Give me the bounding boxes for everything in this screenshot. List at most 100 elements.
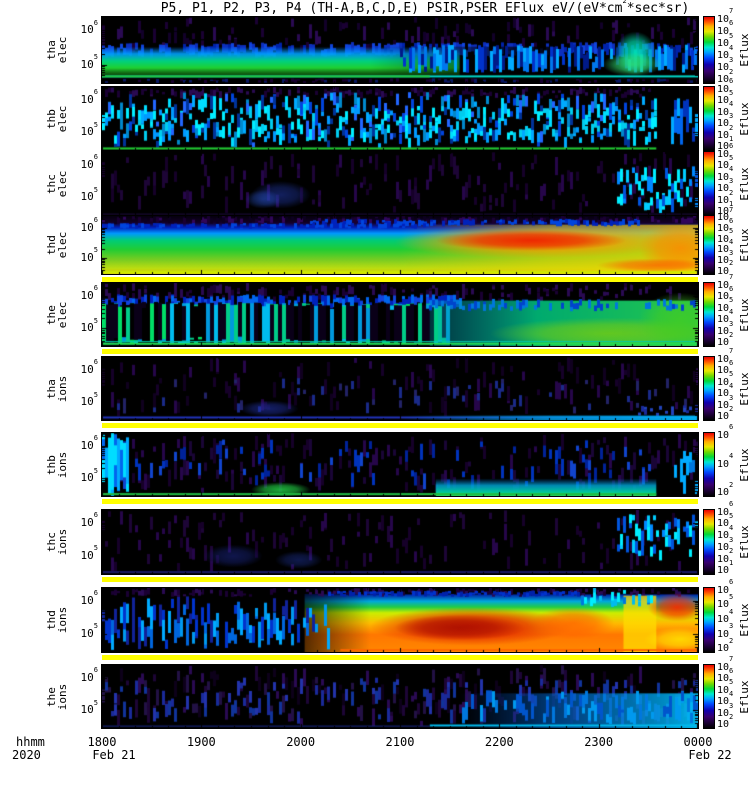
panel-the-ions [101,664,699,729]
colorbar-tick-thb-ions-1: 104 [717,452,734,470]
colorbar-tick-thc-elec-3: 103 [717,176,734,195]
y-tick-label-tha-elec-1: 105 [80,52,98,71]
colorbar-tick-thc-elec-2: 104 [717,165,734,183]
colorbar-tick-the-ions-0: 107 [717,655,734,673]
colorbar-thd-ions [703,587,715,653]
colorbar-tick-tha-ions-3: 104 [717,381,734,400]
colorbar-tick-thc-ions-0: 106 [717,500,734,518]
x-tick-label-6: 0000 [683,735,713,749]
colorbar-tick-tha-elec-1: 106 [717,19,734,37]
panel-thd-ions [101,587,699,653]
y-tick-label-thb-elec-0: 106 [80,87,98,106]
colorbar-tick-tha-ions-2: 105 [717,370,734,388]
colorbar-tick-tha-elec-4: 103 [717,55,734,74]
colorbar-axis-label-thd-elec: Eflux [738,228,750,262]
colorbar-thc-ions [703,509,715,575]
colorbar-tick-thb-ions-2: 102 [717,481,734,499]
colorbar-tick-the-elec-1: 106 [717,284,734,303]
colorbar-tick-the-ions-2: 105 [717,678,734,696]
colorbar-tick-thc-elec-0: 106 [717,142,734,160]
colorbar-tick-thd-elec-4: 103 [717,248,734,266]
y-tick-label-tha-ions-0: 106 [80,357,98,376]
y-tick-label-thd-ions-0: 106 [80,589,98,607]
colorbar-tha-ions [703,356,715,421]
colorbar-tick-thd-ions-2: 104 [717,607,734,625]
colorbar-tick-tha-elec-5: 102 [717,68,734,86]
colorbar-tick-thc-ions-3: 103 [717,535,734,553]
separator-bar-3 [102,277,698,282]
colorbar-thd-elec [703,215,715,275]
x-axis-date-start: Feb 21 [92,748,136,762]
colorbar-axis-label-thb-elec: Eflux [738,101,750,136]
colorbar-tick-thc-elec-4: 102 [717,188,734,206]
colorbar-tick-the-elec-0: 107 [717,273,734,291]
x-axis-year-label: 2020 [12,748,41,762]
colorbar-tick-the-elec-4: 103 [717,319,734,337]
y-tick-label-thd-elec-1: 105 [80,246,98,264]
colorbar-tick-tha-ions-0: 107 [717,347,734,365]
colorbar-tick-the-ions-4: 103 [717,701,734,719]
colorbar-tick-tha-ions-1: 106 [717,358,734,377]
colorbar-thb-ions [703,432,715,497]
colorbar-tick-thc-ions-1: 105 [717,512,734,530]
y-tick-label-the-ions-1: 105 [80,698,98,717]
panel-the-elec [101,282,699,347]
panel-tha-elec [101,16,699,84]
panel-thd-elec [101,215,699,275]
colorbar-the-ions [703,664,715,729]
colorbar-tick-thd-elec-0: 107 [717,205,734,224]
colorbar-axis-label-thb-ions: Eflux [738,447,750,482]
colorbar-tick-tha-elec-3: 104 [717,43,734,62]
spectrogram-canvas-tha-elec [102,17,698,83]
separator-bar-8 [102,655,698,660]
colorbar-axis-label-tha-ions: Eflux [738,371,750,406]
colorbar-tick-tha-ions-5: 102 [717,405,734,423]
colorbar-tick-thb-elec-0: 106 [717,77,734,95]
colorbar-tick-thc-ions-2: 104 [717,523,734,542]
colorbar-tick-thd-elec-2: 105 [717,227,734,245]
colorbar-tick-thc-ions-4: 102 [717,547,734,565]
spectrogram-canvas-thc-ions [102,510,698,574]
y-tick-label-thd-elec-0: 106 [80,215,98,234]
x-tick-label-2: 2000 [286,735,316,749]
colorbar-tick-tha-elec-0: 107 [717,7,734,25]
x-tick-label-3: 2100 [385,735,415,749]
y-tick-label-the-ions-0: 106 [80,665,98,684]
y-tick-label-thd-ions-1: 105 [80,622,98,641]
spectrogram-canvas-tha-ions [102,357,698,420]
spectrogram-canvas-thb-ions [102,433,698,496]
x-axis-format-label: hhmm [16,735,45,749]
x-tick-label-5: 2300 [584,735,614,749]
y-tick-label-the-elec-1: 105 [80,316,98,335]
colorbar-tick-the-elec-5: 102 [717,331,734,349]
colorbar-tick-thb-elec-1: 105 [717,88,734,107]
colorbar-tick-thd-ions-0: 106 [717,578,734,596]
colorbar-axis-label-thc-elec: Eflux [738,166,750,201]
colorbar-tick-thb-elec-3: 103 [717,111,734,130]
colorbar-tick-thc-ions-5: 101 [717,559,734,577]
y-tick-label-thb-ions-1: 105 [80,466,98,485]
colorbar-tick-the-ions-3: 104 [717,689,734,708]
colorbar-tick-thb-elec-4: 102 [717,123,734,141]
y-tick-label-tha-ions-1: 105 [80,390,98,409]
y-tick-label-thc-ions-0: 106 [80,511,98,529]
colorbar-tick-thb-elec-2: 104 [717,100,734,118]
y-tick-label-the-elec-0: 106 [80,283,98,302]
separator-bar-4 [102,349,698,354]
colorbar-tick-thd-elec-3: 104 [717,238,734,256]
spectrogram-canvas-thb-elec [102,87,698,150]
y-tick-label-thc-elec-1: 105 [80,185,98,204]
panel-tha-ions [101,356,699,421]
colorbar-tha-elec [703,16,715,84]
colorbar-tick-the-ions-1: 106 [717,666,734,685]
x-axis-date-end: Feb 22 [688,748,732,762]
spectrogram-canvas-the-ions [102,665,698,728]
x-tick-label-1: 1900 [186,735,216,749]
y-tick-label-tha-elec-0: 106 [80,18,98,37]
colorbar-tick-thb-elec-5: 101 [717,135,734,153]
spectrogram-canvas-thd-ions [102,588,698,652]
spectrogram-canvas-thd-elec [102,216,698,274]
colorbar-tick-thc-elec-5: 101 [717,200,734,218]
colorbar-tick-thd-ions-1: 105 [717,592,734,611]
colorbar-the-elec [703,282,715,347]
